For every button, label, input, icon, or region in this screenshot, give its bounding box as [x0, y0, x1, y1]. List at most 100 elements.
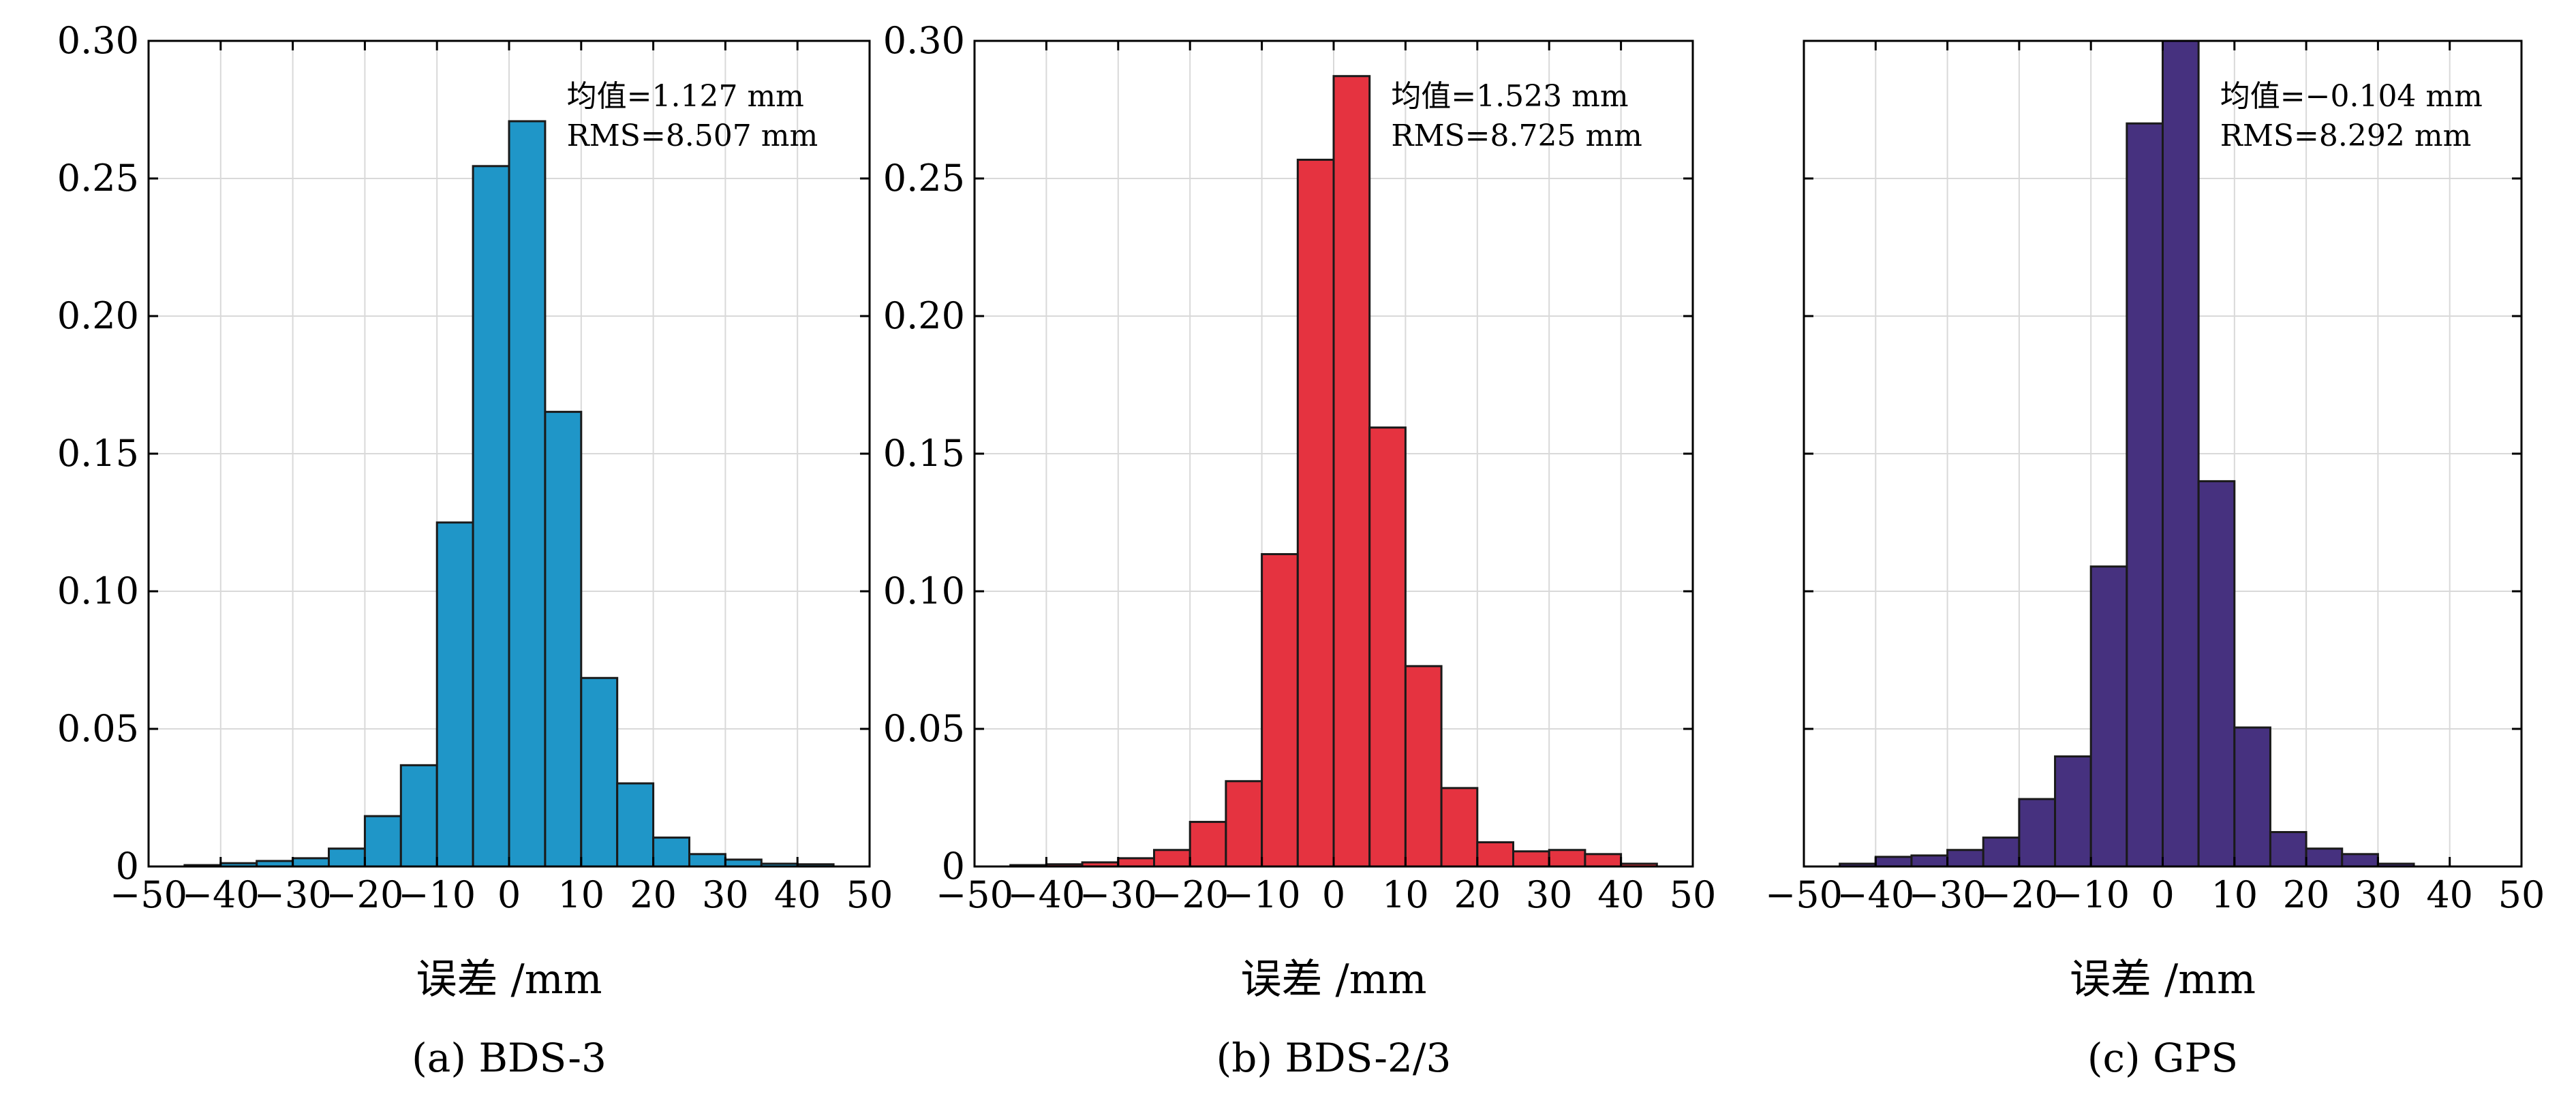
histogram-bar	[1476, 841, 1515, 868]
histogram-bar	[544, 411, 583, 868]
histogram-bar	[2126, 122, 2164, 868]
x-tick-label: −50	[110, 873, 187, 916]
histogram-bar	[1153, 849, 1191, 868]
histogram-bar	[1117, 857, 1156, 868]
y-tick-label: 0	[942, 845, 965, 888]
histogram-bar	[1404, 665, 1443, 868]
histogram-bar	[2089, 565, 2128, 868]
histogram-bar	[1189, 821, 1227, 868]
x-tick-label: 40	[1597, 873, 1644, 916]
histogram-bar	[1368, 426, 1407, 868]
histogram-bar	[328, 847, 366, 868]
x-tick-label: 30	[702, 873, 749, 916]
bars	[1009, 75, 1658, 868]
mean-annotation: 均值=1.127 mm	[567, 79, 804, 114]
mean-annotation: 均值=−0.104 mm	[2220, 79, 2483, 114]
x-tick-label: −50	[1765, 873, 1843, 916]
y-tick-label: 0.20	[57, 294, 139, 337]
x-tick-label: 0	[1322, 873, 1345, 916]
histogram-bar	[1512, 850, 1550, 868]
y-tick-label: 0.15	[57, 432, 139, 475]
subplot-caption: (c) GPS	[2087, 1035, 2238, 1081]
y-tick-label: 0.30	[883, 19, 965, 62]
subplot-c: −50−40−30−20−10 0 10 20 30 40 50 均值=−0.104 mm RM…	[1765, 40, 2545, 1081]
x-tick-label: −50	[936, 873, 1013, 916]
histogram-bar	[1296, 159, 1335, 868]
x-tick-label: 50	[1670, 873, 1717, 916]
histogram-bar	[652, 837, 690, 868]
subplot-a: −50−40−30−20−10 0 10 20 30 40 50 0 0.05 0.10 0.15 0…	[57, 19, 893, 1081]
x-tick-label: 20	[630, 873, 677, 916]
y-tick-label: 0.05	[883, 707, 965, 750]
subplot-caption: (a) BDS-3	[412, 1035, 607, 1081]
rms-annotation: RMS=8.292 mm	[2220, 119, 2472, 153]
x-tick-label: −20	[1151, 873, 1229, 916]
x-tick-label: 50	[846, 873, 893, 916]
x-tick-label: 30	[1526, 873, 1573, 916]
x-tick-label: −40	[1837, 873, 1914, 916]
x-tick-label: −20	[326, 873, 403, 916]
histogram-bar	[2162, 40, 2200, 868]
rms-annotation: RMS=8.507 mm	[567, 119, 818, 153]
histogram-bar	[292, 857, 331, 868]
y-tick-label: 0.30	[57, 19, 139, 62]
histogram-bar	[1946, 849, 1984, 868]
histogram-bar	[1548, 849, 1586, 868]
histogram-bar	[2197, 480, 2236, 868]
y-tick-label: 0.20	[883, 294, 965, 337]
x-tick-label: 50	[2498, 873, 2545, 916]
x-tick-label: −10	[398, 873, 476, 916]
y-tick-label: 0.25	[883, 157, 965, 200]
x-tick-label: 10	[1382, 873, 1429, 916]
x-axis-label: 误差 /mm	[416, 956, 602, 1003]
bars	[183, 120, 835, 868]
subplot-b: −50−40−30−20−10 0 10 20 30 40 50 0 0.05 0.10 0.15 0…	[883, 19, 1717, 1081]
y-tick-label: 0.25	[57, 157, 139, 200]
y-tick-label: 0.05	[57, 707, 139, 750]
histogram-bar	[688, 853, 726, 868]
histogram-bar	[1910, 854, 1949, 868]
x-tick-label: −20	[1980, 873, 2058, 916]
histogram-bar	[724, 858, 763, 868]
histogram-bar	[1874, 856, 1913, 868]
x-axis-label: 误差 /mm	[2070, 956, 2256, 1003]
y-tick-label: 0	[116, 845, 139, 888]
histogram-bar	[1440, 787, 1479, 868]
histogram-bar	[2018, 798, 2057, 868]
x-tick-label: −30	[254, 873, 332, 916]
x-tick-label: −40	[1007, 873, 1085, 916]
x-tick-label: −10	[2052, 873, 2130, 916]
x-tick-label: 0	[497, 873, 521, 916]
histogram-bar	[1584, 853, 1623, 868]
x-tick-label: 10	[2211, 873, 2258, 916]
subplot-caption: (b) BDS-2/3	[1216, 1035, 1452, 1081]
x-tick-label: −10	[1223, 873, 1301, 916]
histogram-bar	[2054, 755, 2092, 868]
histogram-bar	[1982, 837, 2021, 868]
histogram-bar	[2269, 831, 2307, 868]
histogram-bar	[2341, 853, 2379, 868]
bars	[1839, 40, 2415, 868]
x-tick-label: 10	[557, 873, 604, 916]
histogram-bar	[1225, 780, 1263, 868]
x-tick-label: −30	[1909, 873, 1987, 916]
histogram-bar	[2233, 726, 2271, 868]
histogram-bar	[580, 676, 619, 868]
x-axis-label: 误差 /mm	[1240, 956, 1426, 1003]
histogram-bar	[435, 521, 474, 868]
x-tick-label: 0	[2151, 873, 2174, 916]
histogram-bar	[1332, 75, 1371, 868]
mean-annotation: 均值=1.523 mm	[1391, 79, 1628, 114]
x-tick-label: −40	[182, 873, 260, 916]
histogram-bar	[363, 815, 402, 868]
histogram-bar	[472, 165, 510, 868]
x-tick-label: 20	[2283, 873, 2330, 916]
x-tick-label: 40	[774, 873, 821, 916]
rms-annotation: RMS=8.725 mm	[1391, 119, 1642, 153]
x-tick-label: 40	[2426, 873, 2473, 916]
histogram-bar	[508, 120, 547, 868]
histogram-bar	[1261, 552, 1299, 868]
histogram-bar	[616, 782, 655, 868]
histogram-bar	[399, 764, 438, 868]
